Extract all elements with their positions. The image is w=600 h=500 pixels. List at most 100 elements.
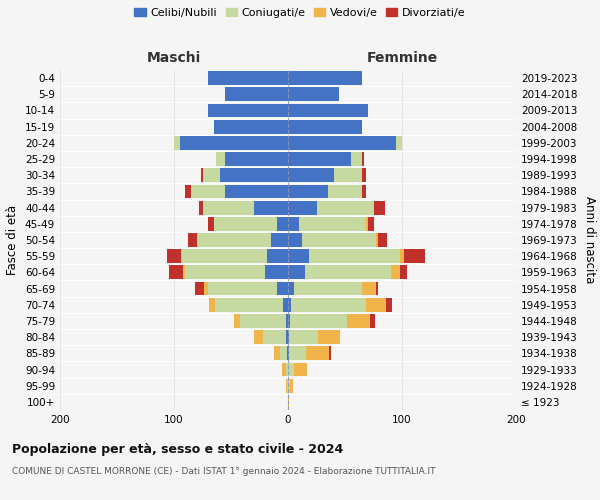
Bar	[317, 330, 340, 344]
Bar	[288, 298, 292, 312]
Bar	[183, 266, 185, 280]
Bar	[400, 266, 407, 280]
Bar	[288, 184, 328, 198]
Bar	[328, 184, 362, 198]
Bar	[287, 346, 288, 360]
Bar	[288, 136, 397, 149]
Bar	[294, 282, 362, 296]
Bar	[283, 298, 288, 312]
Bar	[197, 233, 271, 247]
Bar	[283, 362, 286, 376]
Bar	[308, 250, 400, 263]
Bar	[209, 298, 215, 312]
Bar	[334, 168, 362, 182]
Bar	[220, 168, 288, 182]
Bar	[208, 104, 288, 118]
Bar	[191, 184, 226, 198]
Bar	[288, 379, 290, 392]
Bar	[350, 152, 362, 166]
Bar	[288, 200, 317, 214]
Bar	[386, 298, 392, 312]
Bar	[287, 379, 288, 392]
Bar	[292, 298, 365, 312]
Text: Maschi: Maschi	[147, 51, 201, 65]
Bar	[362, 168, 365, 182]
Bar	[203, 282, 208, 296]
Bar	[274, 346, 280, 360]
Bar	[286, 379, 287, 392]
Bar	[254, 330, 263, 344]
Bar	[299, 217, 365, 230]
Bar	[362, 184, 365, 198]
Text: Popolazione per età, sesso e stato civile - 2024: Popolazione per età, sesso e stato civil…	[12, 442, 343, 456]
Bar	[277, 282, 288, 296]
Bar	[294, 362, 307, 376]
Bar	[288, 152, 350, 166]
Bar	[265, 266, 288, 280]
Bar	[329, 346, 331, 360]
Bar	[290, 314, 347, 328]
Bar	[215, 298, 283, 312]
Bar	[397, 136, 402, 149]
Bar	[185, 266, 265, 280]
Bar	[235, 314, 240, 328]
Bar	[286, 362, 288, 376]
Bar	[226, 184, 288, 198]
Bar	[203, 200, 254, 214]
Bar	[240, 314, 286, 328]
Bar	[208, 217, 214, 230]
Bar	[288, 120, 362, 134]
Bar	[288, 71, 362, 85]
Bar	[317, 200, 373, 214]
Bar	[404, 250, 425, 263]
Bar	[226, 152, 288, 166]
Bar	[290, 379, 293, 392]
Bar	[288, 395, 289, 409]
Bar	[289, 346, 306, 360]
Bar	[362, 152, 364, 166]
Bar	[214, 217, 277, 230]
Bar	[202, 168, 203, 182]
Bar	[288, 233, 302, 247]
Bar	[169, 266, 183, 280]
Bar	[194, 282, 203, 296]
Bar	[203, 168, 220, 182]
Bar	[288, 88, 340, 101]
Bar	[306, 346, 329, 360]
Bar	[305, 266, 391, 280]
Bar	[288, 314, 290, 328]
Bar	[288, 104, 368, 118]
Bar	[288, 282, 294, 296]
Bar	[188, 233, 197, 247]
Bar	[185, 184, 191, 198]
Bar	[370, 314, 374, 328]
Bar	[378, 233, 387, 247]
Bar	[289, 330, 317, 344]
Text: Femmine: Femmine	[367, 51, 437, 65]
Y-axis label: Fasce di età: Fasce di età	[7, 205, 19, 275]
Bar	[288, 346, 289, 360]
Bar	[288, 362, 294, 376]
Bar	[286, 330, 288, 344]
Bar	[362, 282, 376, 296]
Bar	[288, 266, 305, 280]
Bar	[226, 88, 288, 101]
Bar	[216, 152, 226, 166]
Bar	[208, 71, 288, 85]
Bar	[268, 250, 288, 263]
Bar	[288, 217, 299, 230]
Bar	[288, 168, 334, 182]
Bar	[271, 233, 288, 247]
Legend: Celibi/Nubili, Coniugati/e, Vedovi/e, Divorziati/e: Celibi/Nubili, Coniugati/e, Vedovi/e, Di…	[134, 8, 466, 18]
Bar	[208, 282, 277, 296]
Bar	[376, 233, 378, 247]
Bar	[391, 266, 400, 280]
Bar	[199, 200, 203, 214]
Bar	[254, 200, 288, 214]
Bar	[263, 330, 286, 344]
Bar	[181, 250, 182, 263]
Bar	[365, 217, 368, 230]
Y-axis label: Anni di nascita: Anni di nascita	[583, 196, 596, 284]
Bar	[180, 136, 288, 149]
Bar	[376, 282, 378, 296]
